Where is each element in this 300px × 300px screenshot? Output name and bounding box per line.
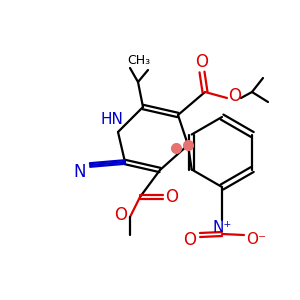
Text: HN: HN: [100, 112, 123, 128]
Text: O: O: [115, 206, 128, 224]
Text: O: O: [196, 53, 208, 71]
Text: O: O: [184, 231, 196, 249]
Text: O: O: [166, 188, 178, 206]
Text: O⁻: O⁻: [246, 232, 266, 247]
Text: N⁺: N⁺: [212, 220, 232, 236]
Text: O: O: [229, 87, 242, 105]
Text: N: N: [74, 163, 86, 181]
Text: CH₃: CH₃: [128, 53, 151, 67]
